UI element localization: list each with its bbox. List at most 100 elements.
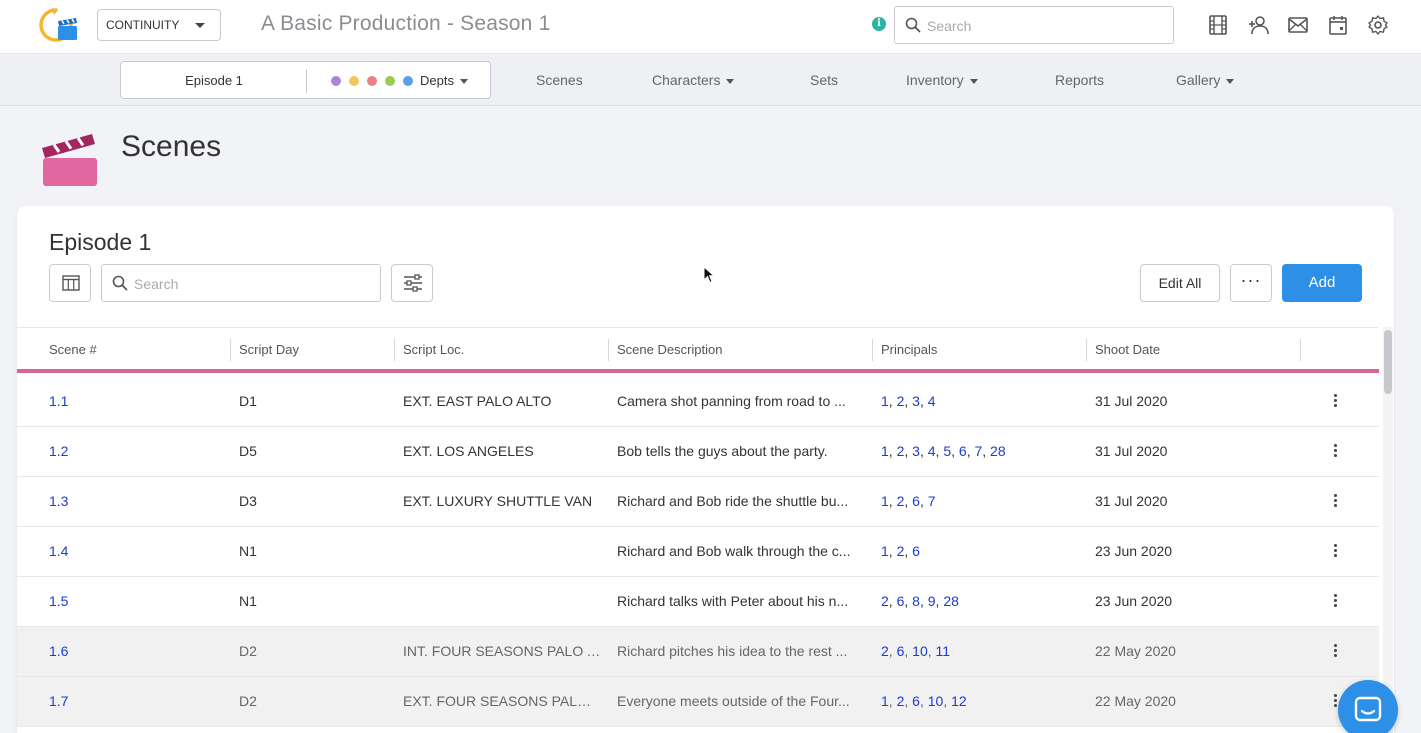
filter-button[interactable]: [391, 264, 433, 302]
episode-dept-selector[interactable]: Episode 1 Depts: [120, 61, 491, 99]
chat-launcher-button[interactable]: [1338, 680, 1398, 733]
columns-toggle-button[interactable]: [49, 264, 91, 302]
dept-dot: [349, 76, 359, 86]
film-icon[interactable]: [1207, 14, 1229, 36]
settings-icon[interactable]: [1367, 14, 1389, 36]
table-scrollbar[interactable]: [1383, 327, 1393, 733]
principal-link[interactable]: 28: [943, 593, 959, 609]
script-location-cell: EXT. EAST PALO ALTO: [403, 393, 552, 409]
principal-link[interactable]: 6: [912, 493, 920, 509]
column-header-shoot-date[interactable]: Shoot Date: [1095, 342, 1161, 357]
row-menu-icon[interactable]: [1327, 442, 1343, 462]
scene-number-link[interactable]: 1.2: [49, 443, 69, 459]
scene-number-link[interactable]: 1.1: [49, 393, 69, 409]
nav-gallery[interactable]: Gallery: [1176, 72, 1235, 88]
column-header-script-loc[interactable]: Script Loc.: [403, 342, 465, 357]
scene-description-cell: Camera shot panning from road to ...: [617, 393, 846, 409]
principal-link[interactable]: 7: [927, 493, 936, 509]
principal-link[interactable]: 6: [912, 543, 920, 559]
scene-number-link[interactable]: 1.3: [49, 493, 69, 509]
column-resize-handle[interactable]: [1086, 339, 1087, 361]
principal-link[interactable]: 1: [881, 393, 889, 409]
scene-number-link[interactable]: 1.5: [49, 593, 69, 609]
principal-link[interactable]: 3: [912, 393, 920, 409]
nav-inventory[interactable]: Inventory: [906, 72, 978, 88]
scene-search[interactable]: [101, 264, 381, 302]
add-scene-button[interactable]: Add: [1282, 264, 1362, 302]
principals-cell: 1, 2, 6, 10, 12: [881, 693, 1081, 709]
principal-link[interactable]: 1: [881, 543, 889, 559]
episode-selector-label[interactable]: Episode 1: [185, 73, 243, 88]
principal-link[interactable]: 1: [881, 443, 889, 459]
table-row[interactable]: 1.2 D5 EXT. LOS ANGELES Bob tells the guys …: [17, 427, 1379, 477]
mail-icon[interactable]: [1287, 14, 1309, 36]
principal-link[interactable]: 11: [935, 643, 951, 659]
column-header-script-day[interactable]: Script Day: [239, 342, 299, 357]
principal-link[interactable]: 12: [951, 693, 967, 709]
nav-reports[interactable]: Reports: [1055, 72, 1104, 88]
calendar-icon[interactable]: [1327, 14, 1349, 36]
principal-link[interactable]: 10: [912, 643, 928, 659]
column-header-scene-description[interactable]: Scene Description: [617, 342, 723, 357]
table-row[interactable]: 1.3 D3 EXT. LUXURY SHUTTLE VAN Richard and …: [17, 477, 1379, 527]
global-search-input[interactable]: [927, 16, 1167, 36]
principal-link[interactable]: 8: [912, 593, 920, 609]
row-menu-icon[interactable]: [1327, 692, 1343, 712]
principal-link[interactable]: 3: [912, 443, 920, 459]
scene-number-link[interactable]: 1.4: [49, 543, 69, 559]
nav-characters[interactable]: Characters: [652, 72, 735, 88]
principal-link[interactable]: 2: [881, 643, 889, 659]
principal-link[interactable]: 4: [927, 443, 936, 459]
principal-link[interactable]: 6: [912, 693, 920, 709]
row-menu-icon[interactable]: [1327, 492, 1343, 512]
column-header-scene[interactable]: Scene #: [49, 342, 97, 357]
table-row[interactable]: 1.7 D2 EXT. FOUR SEASONS PALO A... Everyone…: [17, 677, 1379, 727]
principal-link[interactable]: 1: [881, 493, 889, 509]
module-dropdown[interactable]: CONTINUITY: [97, 9, 221, 41]
column-resize-handle[interactable]: [872, 339, 873, 361]
principal-link[interactable]: 10: [927, 693, 944, 709]
dept-dot: [403, 76, 413, 86]
principal-link[interactable]: 5: [943, 443, 952, 459]
scene-number-link[interactable]: 1.6: [49, 643, 69, 659]
global-search[interactable]: [894, 6, 1174, 44]
row-menu-icon[interactable]: [1327, 542, 1343, 562]
chevron-down-icon: [969, 78, 978, 84]
episode-title: Episode 1: [49, 229, 152, 255]
principal-link[interactable]: 6: [958, 443, 967, 459]
scene-number-link[interactable]: 1.7: [49, 693, 69, 709]
column-resize-handle[interactable]: [394, 339, 395, 361]
info-icon[interactable]: i: [872, 17, 886, 31]
principal-link[interactable]: 28: [990, 443, 1006, 459]
script-day-cell: N1: [239, 593, 257, 609]
principal-link[interactable]: 1: [881, 693, 889, 709]
shoot-date-cell: 22 May 2020: [1095, 643, 1176, 659]
continuity-logo-icon[interactable]: [38, 6, 80, 46]
principal-link[interactable]: 9: [927, 593, 936, 609]
table-row[interactable]: 1.1 D1 EXT. EAST PALO ALTO Camera shot pann…: [17, 377, 1379, 427]
row-menu-icon[interactable]: [1327, 642, 1343, 662]
principal-link[interactable]: 2: [881, 593, 889, 609]
column-resize-handle[interactable]: [1300, 339, 1301, 361]
add-user-icon[interactable]: [1247, 14, 1269, 36]
column-resize-handle[interactable]: [230, 339, 231, 361]
table-row[interactable]: 1.6 D2 INT. FOUR SEASONS PALO A... Richard …: [17, 627, 1379, 677]
principal-separator: ,: [888, 393, 897, 409]
row-menu-icon[interactable]: [1327, 392, 1343, 412]
table-row[interactable]: 1.4 N1 Richard and Bob walk through the c.…: [17, 527, 1379, 577]
depts-dropdown[interactable]: Depts: [420, 73, 468, 88]
column-header-principals[interactable]: Principals: [881, 342, 938, 357]
scene-search-input[interactable]: [134, 274, 374, 294]
table-row[interactable]: 1.5 N1 Richard talks with Peter about his …: [17, 577, 1379, 627]
shoot-date-cell: 23 Jun 2020: [1095, 543, 1173, 559]
edit-all-button[interactable]: Edit All: [1140, 264, 1220, 302]
column-resize-handle[interactable]: [608, 339, 609, 361]
nav-scenes[interactable]: Scenes: [536, 72, 583, 88]
row-menu-icon[interactable]: [1327, 592, 1343, 612]
principal-link[interactable]: 4: [927, 393, 936, 409]
more-options-button[interactable]: ···: [1230, 264, 1272, 302]
columns-icon: [62, 275, 80, 291]
scrollbar-thumb[interactable]: [1384, 330, 1392, 394]
nav-sets[interactable]: Sets: [810, 72, 838, 88]
production-title: A Basic Production - Season 1: [261, 12, 551, 35]
